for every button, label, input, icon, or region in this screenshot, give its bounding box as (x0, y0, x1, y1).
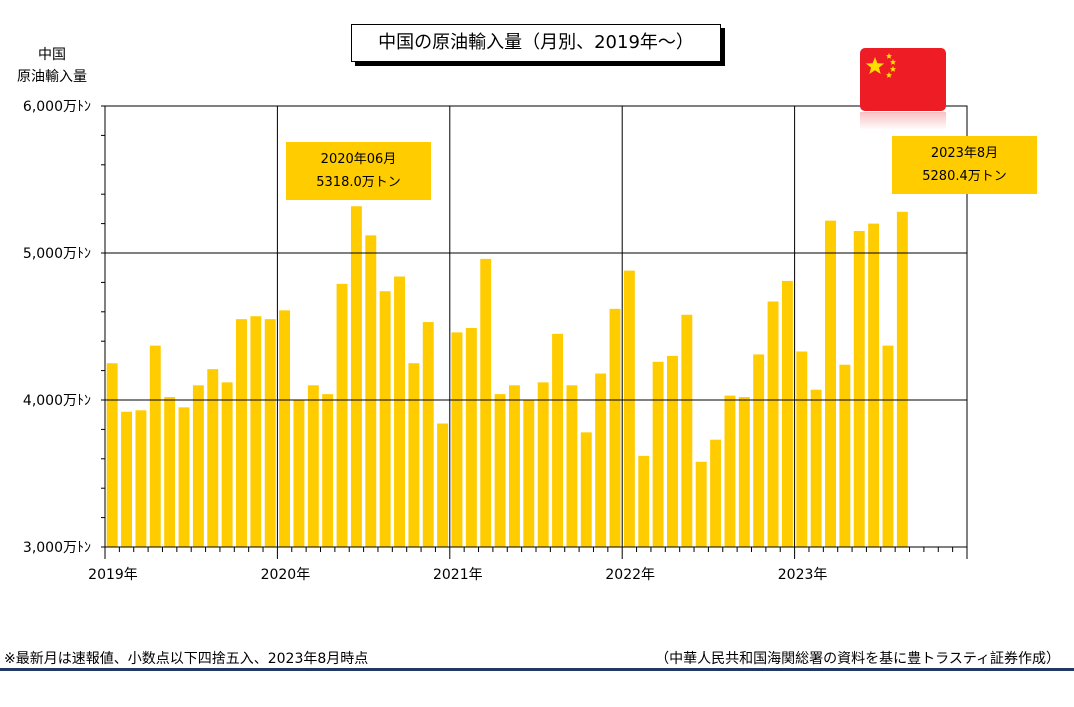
bar-2019-02 (121, 411, 133, 547)
bar-2019-05 (164, 397, 176, 547)
bar-2022-07 (710, 439, 722, 547)
bar-2022-11 (767, 301, 779, 547)
y-tick-label: 3,000万ﾄﾝ (23, 540, 91, 556)
bar-2020-11 (422, 322, 434, 547)
plot-area (104, 105, 968, 548)
bar-2020-09 (394, 276, 405, 547)
bottom-divider (0, 668, 1074, 671)
bar-2019-08 (207, 369, 219, 547)
bar-2023-02 (810, 389, 822, 547)
peak-callout-2020-06: 2020年06月 5318.0万トン (286, 142, 431, 200)
callout-date: 2020年06月 (320, 152, 397, 167)
bar-2021-10 (580, 432, 592, 547)
bar-2021-06 (523, 400, 535, 547)
bar-2019-09 (221, 382, 233, 547)
bar-2020-01 (279, 310, 291, 547)
bar-2020-06 (350, 206, 362, 547)
bar-2021-04 (494, 394, 506, 547)
bar-2019-11 (250, 316, 262, 547)
bar-2021-11 (595, 373, 607, 547)
bar-2022-10 (753, 354, 765, 547)
bar-2023-01 (796, 351, 808, 547)
bar-2019-10 (236, 319, 247, 547)
callout-value: 5280.4万トン (922, 169, 1007, 184)
china-flag-icon (860, 48, 946, 111)
bar-2022-09 (738, 397, 750, 547)
y-tick-label: 5,000万ﾄﾝ (23, 246, 91, 262)
latest-callout-2023-08: 2023年8月 5280.4万トン (892, 136, 1037, 194)
bar-2021-08 (552, 333, 564, 547)
bar-2023-08 (896, 211, 908, 547)
bar-2023-04 (839, 364, 851, 547)
callout-value: 5318.0万トン (316, 175, 401, 190)
bar-2019-01 (106, 363, 118, 547)
y-tick-label: 6,000万ﾄﾝ (23, 99, 91, 115)
bar-2020-10 (408, 363, 420, 547)
bar-2019-07 (192, 385, 204, 547)
bar-2023-06 (868, 223, 880, 547)
bar-2023-07 (882, 345, 894, 547)
bar-2019-12 (264, 319, 276, 547)
bar-2022-01 (623, 270, 635, 547)
bar-2022-08 (724, 395, 736, 547)
bar-2021-12 (609, 308, 621, 547)
flag-reflection (860, 112, 946, 130)
bar-2019-04 (149, 345, 161, 547)
bar-2020-07 (365, 235, 377, 548)
x-tick-label: 2021年 (433, 567, 483, 583)
bar-2020-02 (293, 400, 305, 547)
y-axis-label: 中国 原油輸入量 (2, 44, 102, 88)
footnote-left: ※最新月は速報値、小数点以下四捨五入、2023年8月時点 (4, 651, 369, 667)
bar-2023-05 (853, 230, 865, 547)
bar-2021-03 (480, 258, 492, 547)
bar-2020-03 (307, 385, 319, 547)
bar-2022-05 (681, 314, 693, 547)
footnote-source: （中華人民共和国海関総署の資料を基に豊トラスティ証券作成） (655, 651, 1060, 667)
x-tick-label: 2022年 (605, 567, 655, 583)
y-axis-label-line1: 中国 (38, 47, 66, 63)
y-tick-label: 4,000万ﾄﾝ (23, 393, 91, 409)
bar-2019-03 (135, 410, 147, 547)
bar-2020-08 (379, 291, 391, 547)
bar-2022-12 (781, 280, 793, 547)
x-tick-label: 2020年 (261, 567, 311, 583)
callout-date: 2023年8月 (930, 146, 999, 161)
bar-2022-03 (652, 361, 664, 547)
bar-2021-01 (451, 332, 463, 547)
bar-2023-03 (825, 220, 836, 547)
bar-2020-12 (437, 423, 449, 547)
x-tick-label: 2019年 (88, 567, 138, 583)
bar-2020-04 (322, 394, 334, 547)
bar-2020-05 (336, 283, 348, 547)
bar-2019-06 (178, 407, 190, 547)
bar-2021-02 (465, 327, 477, 547)
bar-2022-04 (667, 355, 678, 547)
bar-2021-05 (508, 385, 520, 547)
bar-2021-07 (537, 382, 549, 547)
bar-2022-02 (638, 455, 650, 547)
bar-2021-09 (566, 385, 578, 547)
bar-2022-06 (695, 461, 707, 547)
chart-title: 中国の原油輸入量（月別、2019年～） (351, 24, 721, 62)
y-axis-label-line2: 原油輸入量 (17, 69, 87, 85)
x-tick-label: 2023年 (778, 567, 828, 583)
